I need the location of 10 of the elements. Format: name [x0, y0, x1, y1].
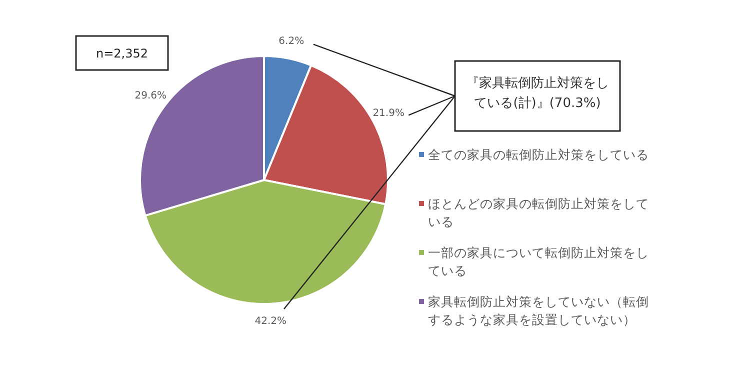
data-label: 21.9%: [372, 108, 404, 119]
legend-label: ほとんどの家具の転倒防止対策をしている: [428, 196, 649, 230]
legend-label: 一部の家具について転倒防止対策をしている: [428, 245, 649, 278]
data-label: 29.6%: [134, 90, 166, 102]
text: n=2,352: [96, 46, 148, 60]
legend-label: 家具転倒防止対策をしていない（転倒するような家具を設置していない）: [428, 294, 649, 328]
legend-label: 全ての家具の転倒防止対策をしている: [428, 147, 649, 162]
data-label: 6.2%: [278, 36, 304, 48]
text: 『家具転倒防止対策をしている(計)』(70.3%): [466, 75, 609, 111]
data-label: 42.2%: [254, 316, 287, 327]
